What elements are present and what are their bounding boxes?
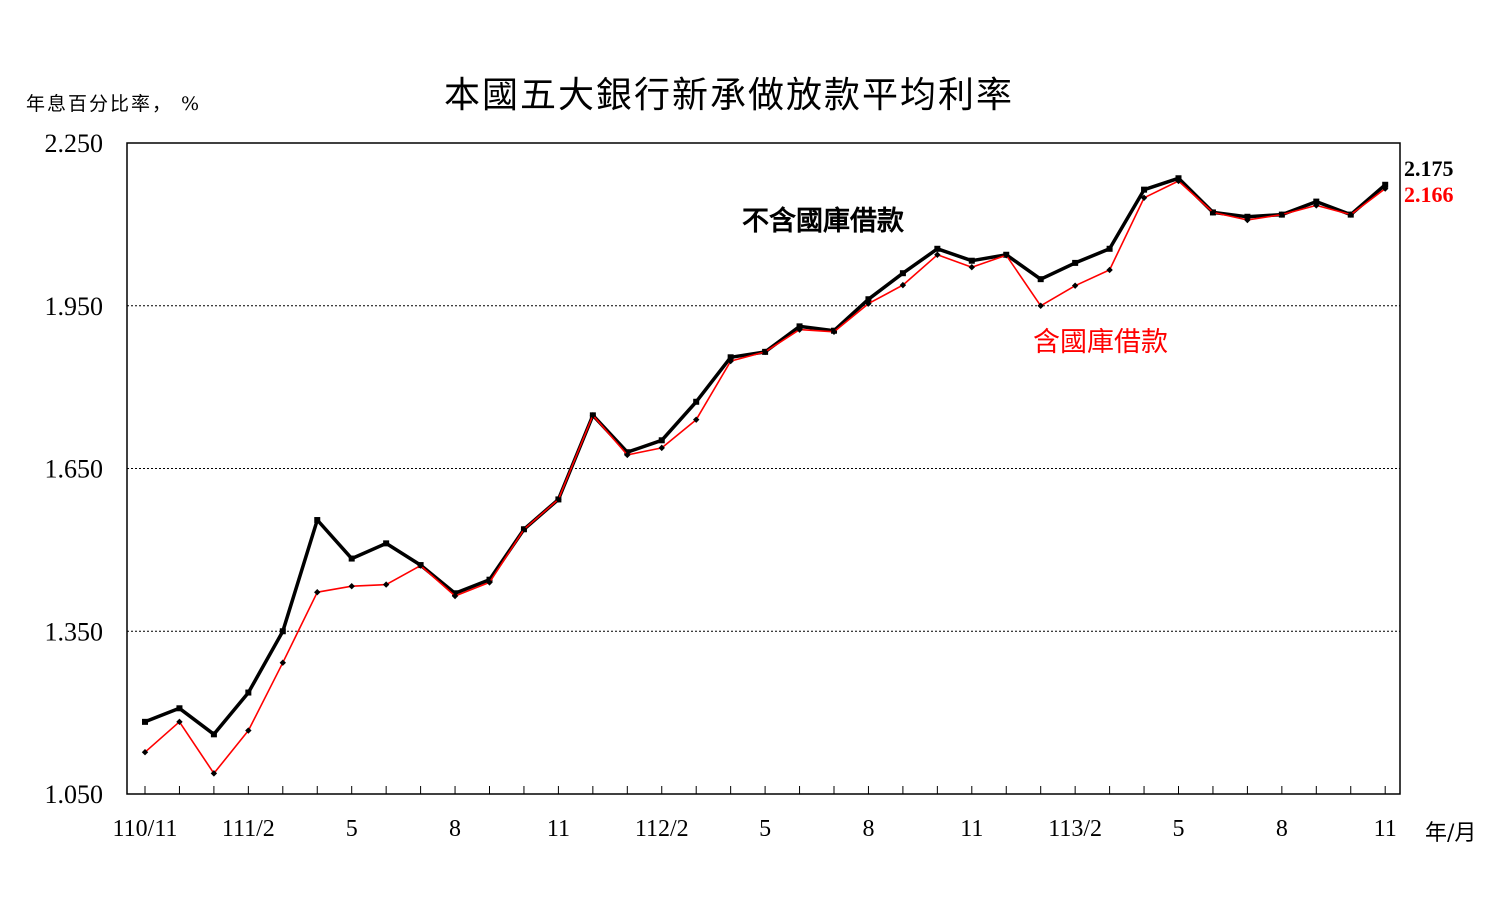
data-point: [1141, 186, 1148, 193]
data-point: [520, 526, 528, 533]
data-point: [968, 257, 975, 264]
data-point: [1244, 216, 1251, 224]
data-point: [382, 581, 390, 588]
x-tick-label: 112/2: [635, 816, 689, 842]
data-point: [693, 398, 700, 405]
data-point: [210, 770, 218, 777]
chart-title: 本國五大銀行新承做放款平均利率: [444, 75, 1015, 116]
series-line-2: [144, 180, 1386, 775]
data-point: [658, 444, 665, 452]
data-point: [727, 354, 734, 361]
data-point: [899, 281, 907, 289]
series-label-excl-treasury: 不含國庫借款: [742, 205, 905, 237]
data-point: [1175, 177, 1182, 185]
data-point: [899, 270, 906, 277]
data-point: [279, 659, 286, 666]
data-point: [624, 451, 631, 459]
data-point: [141, 749, 149, 756]
data-point: [934, 245, 941, 252]
plot-area-frame: [126, 142, 1401, 795]
data-point: [934, 251, 941, 258]
data-point: [796, 323, 803, 330]
series-label-incl-treasury: 含國庫借款: [1033, 327, 1168, 358]
data-point: [348, 555, 355, 562]
data-point: [830, 328, 838, 335]
data-point: [1209, 209, 1217, 216]
data-point: [245, 727, 252, 734]
data-point: [761, 348, 769, 356]
data-point: [1313, 202, 1320, 209]
data-point: [176, 705, 183, 712]
data-point: [1140, 194, 1148, 201]
x-tick-label: 11: [547, 816, 570, 842]
end-value-label: 2.166: [1404, 182, 1454, 207]
data-point: [693, 416, 700, 423]
data-point: [210, 731, 217, 738]
data-point: [176, 718, 183, 726]
y-tick-label: 1.950: [45, 292, 104, 321]
series-line-1: [144, 176, 1387, 737]
data-point: [1313, 198, 1320, 205]
data-point: [451, 592, 459, 600]
data-point: [555, 496, 562, 503]
x-tick-label: 5: [346, 816, 358, 842]
data-point: [1278, 211, 1286, 218]
y-axis-label: 年息百分比率， %: [26, 93, 202, 115]
data-point: [727, 357, 734, 365]
data-point: [796, 326, 803, 333]
y-tick-label: 1.050: [45, 780, 104, 809]
data-point: [1037, 302, 1044, 309]
x-tick-label: 8: [449, 816, 461, 842]
data-point: [968, 264, 975, 271]
data-point: [383, 540, 390, 547]
end-value-label: 2.175: [1404, 156, 1454, 181]
x-tick-label: 8: [862, 816, 874, 842]
data-point: [1382, 181, 1389, 188]
data-point: [314, 588, 321, 596]
y-tick-label: 2.250: [45, 129, 104, 158]
data-point: [1037, 276, 1044, 283]
x-tick-label: 11: [1374, 816, 1397, 842]
data-point: [1071, 282, 1079, 289]
data-point: [1003, 252, 1010, 259]
x-tick-label: 11: [960, 816, 983, 842]
y-tick-label: 1.650: [45, 455, 104, 484]
x-tick-label: 111/2: [222, 816, 275, 842]
data-point: [348, 583, 355, 590]
data-point: [865, 300, 872, 307]
data-point: [1382, 185, 1389, 192]
data-point: [1347, 211, 1354, 218]
data-point: [279, 628, 286, 635]
data-point: [245, 689, 252, 696]
data-point: [1106, 245, 1113, 252]
x-axis-unit-label: 年/月: [1425, 821, 1477, 846]
data-point: [417, 562, 424, 569]
x-tick-label: 8: [1276, 816, 1288, 842]
data-point: [865, 296, 872, 303]
data-point: [142, 718, 148, 725]
data-point: [1244, 213, 1251, 220]
data-point: [314, 517, 321, 524]
data-point: [658, 437, 665, 444]
y-tick-label: 1.350: [45, 617, 104, 646]
x-tick-label: 5: [759, 816, 771, 842]
data-point: [1072, 259, 1079, 266]
x-tick-label: 110/11: [113, 816, 178, 842]
data-point: [486, 579, 493, 586]
x-tick-label: 5: [1173, 816, 1185, 842]
x-tick-label: 113/2: [1048, 816, 1102, 842]
data-point: [589, 412, 597, 419]
data-point: [1106, 266, 1113, 274]
